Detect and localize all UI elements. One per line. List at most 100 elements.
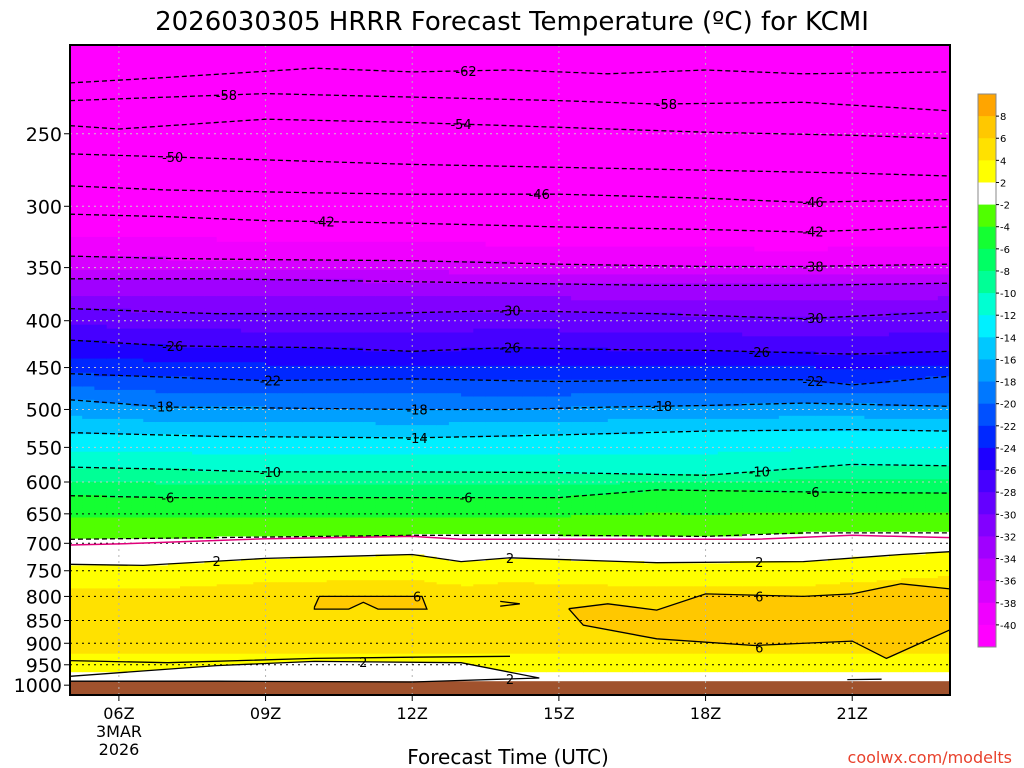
temperature-cell — [106, 527, 120, 531]
temperature-cell — [216, 561, 230, 564]
temperature-cell — [94, 389, 108, 394]
temperature-cell — [131, 296, 144, 301]
temperature-cell — [143, 316, 157, 322]
temperature-cell — [70, 578, 83, 581]
temperature-cell — [131, 643, 144, 646]
temperature-cell — [253, 161, 267, 168]
temperature-cell — [338, 269, 352, 275]
temperature-cell — [351, 389, 364, 394]
temperature-cell — [143, 578, 157, 581]
temperature-cell — [277, 52, 291, 62]
temperature-cell — [290, 507, 303, 511]
temperature-cell — [131, 567, 144, 571]
temperature-cell — [94, 650, 108, 653]
temperature-cell — [265, 519, 279, 523]
temperature-cell — [204, 300, 218, 306]
temperature-cell — [106, 522, 120, 526]
temperature-cell — [180, 655, 193, 658]
temperature-cell — [131, 596, 144, 599]
temperature-cell — [228, 216, 242, 223]
temperature-cell — [70, 440, 83, 444]
temperature-cell — [290, 130, 303, 138]
temperature-cell — [143, 328, 157, 334]
temperature-cell — [351, 460, 364, 464]
temperature-cell — [180, 460, 193, 464]
temperature-cell — [167, 190, 181, 197]
temperature-cell — [338, 221, 352, 228]
temperature-cell — [351, 563, 364, 567]
temperature-cell — [180, 653, 193, 656]
temperature-cell — [118, 637, 132, 641]
temperature-cell — [204, 246, 218, 252]
temperature-cell — [241, 471, 254, 475]
temperature-cell — [155, 505, 169, 509]
temperature-cell — [143, 184, 157, 191]
temperature-cell — [241, 110, 254, 119]
temperature-cell — [363, 260, 377, 266]
temperature-cell — [192, 630, 205, 634]
temperature-cell — [155, 260, 169, 266]
temperature-cell — [82, 110, 95, 119]
temperature-cell — [118, 161, 132, 168]
temperature-cell — [192, 578, 205, 581]
temperature-cell — [216, 625, 230, 628]
temperature-cell — [192, 425, 205, 429]
temperature-cell — [277, 569, 291, 573]
temperature-cell — [302, 184, 315, 191]
temperature-cell — [106, 448, 120, 453]
temperature-cell — [228, 594, 242, 597]
temperature-cell — [192, 418, 205, 423]
temperature-cell — [216, 660, 230, 663]
temperature-cell — [277, 355, 291, 360]
temperature-cell — [216, 573, 230, 577]
temperature-cell — [180, 52, 193, 62]
temperature-cell — [314, 623, 328, 626]
temperature-cell — [265, 578, 279, 581]
temperature-cell — [204, 569, 218, 573]
temperature-cell — [277, 287, 291, 293]
temperature-cell — [204, 636, 218, 639]
temperature-cell — [241, 296, 254, 301]
temperature-cell — [265, 515, 279, 518]
temperature-cell — [363, 658, 377, 662]
temperature-cell — [265, 190, 279, 197]
temperature-cell — [106, 369, 120, 374]
temperature-cell — [314, 232, 328, 238]
temperature-cell — [302, 251, 315, 257]
temperature-cell — [192, 82, 205, 91]
temperature-cell — [192, 300, 205, 306]
temperature-cell — [216, 265, 230, 271]
temperature-cell — [290, 332, 303, 337]
temperature-cell — [118, 550, 132, 553]
temperature-cell — [290, 484, 303, 488]
temperature-cell — [338, 399, 352, 404]
temperature-cell — [155, 45, 169, 54]
temperature-cell — [143, 97, 157, 105]
temperature-cell — [118, 586, 132, 589]
temperature-cell — [314, 296, 328, 301]
temperature-cell — [302, 365, 315, 370]
temperature-cell — [363, 505, 377, 509]
temperature-cell — [314, 104, 328, 112]
temperature-cell — [70, 336, 83, 341]
temperature-cell — [228, 265, 242, 271]
temperature-cell — [118, 136, 132, 144]
temperature-cell — [106, 531, 120, 535]
temperature-cell — [118, 668, 132, 672]
temperature-cell — [277, 527, 291, 531]
temperature-cell — [314, 573, 328, 577]
temperature-cell — [228, 482, 242, 486]
temperature-cell — [277, 328, 291, 334]
temperature-cell — [192, 437, 205, 441]
temperature-cell — [70, 652, 83, 655]
temperature-cell — [241, 512, 254, 516]
temperature-cell — [106, 613, 120, 617]
temperature-cell — [290, 312, 303, 318]
temperature-cell — [351, 482, 364, 486]
temperature-cell — [338, 365, 352, 370]
temperature-cell — [338, 136, 352, 144]
temperature-cell — [338, 379, 352, 384]
temperature-cell — [253, 351, 267, 356]
temperature-cell — [228, 389, 242, 394]
temperature-cell — [94, 630, 108, 634]
